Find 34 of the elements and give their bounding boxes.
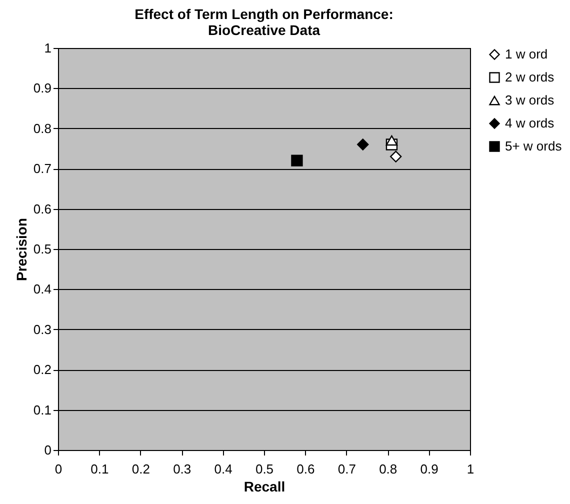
- point: [291, 154, 303, 166]
- point: [390, 150, 402, 162]
- y-tick-label: 0.3: [33, 322, 52, 337]
- y-tick-label: 0.9: [33, 80, 52, 96]
- y-tick-label: 0.4: [33, 282, 52, 297]
- y-tick-label: 0.1: [33, 402, 52, 418]
- x-tick-label: 0.5: [255, 462, 274, 476]
- y-tick-label: 0.6: [33, 201, 52, 216]
- y-tick-label: 0.8: [33, 120, 52, 136]
- point: [386, 135, 398, 146]
- legend-label: 2 w ords: [505, 70, 555, 84]
- x-tick-label: 0.9: [420, 462, 438, 476]
- y-tick-label: 0.5: [33, 242, 52, 256]
- y-tick-label: 0.7: [33, 161, 52, 176]
- x-tick-label: 1: [466, 462, 474, 476]
- point: [357, 138, 369, 150]
- x-tick-label: 0.6: [296, 462, 315, 476]
- legend-label: 4 w ords: [505, 116, 555, 130]
- y-axis-title: Precision: [13, 218, 30, 282]
- legend-label: 3 w ords: [505, 92, 555, 108]
- y-tick-label: 0: [44, 442, 52, 458]
- y-tick-label: 0.2: [33, 362, 52, 378]
- x-tick-label: 0.3: [173, 462, 192, 476]
- x-tick-label: 0.2: [132, 462, 150, 476]
- x-tick-label: 0: [54, 462, 62, 476]
- x-tick-label: 0.1: [90, 462, 109, 476]
- legend-label: 5+ w ords: [505, 138, 562, 154]
- chart-title: Effect of Term Length on Performance: BioCreative Data: [134, 6, 394, 38]
- y-tick-label: 1: [44, 40, 52, 56]
- legend-label: 1 w ord: [505, 46, 548, 62]
- x-tick-label: 0.4: [214, 462, 232, 476]
- x-axis-title: Recall: [244, 478, 286, 494]
- x-tick-label: 0.8: [379, 462, 398, 476]
- x-tick-label: 0.7: [338, 462, 356, 476]
